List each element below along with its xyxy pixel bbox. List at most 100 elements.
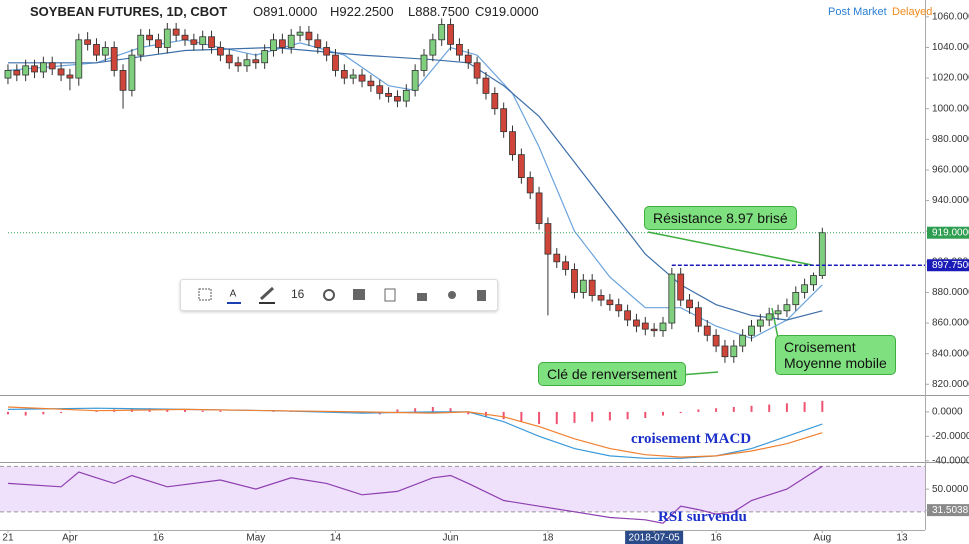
- candle-body: [438, 24, 446, 41]
- candle-body: [774, 310, 782, 315]
- candle-body: [456, 43, 463, 56]
- icon[interactable]: [323, 289, 335, 301]
- x-tick-label: 21: [2, 533, 14, 544]
- histogram-bar: [591, 411, 594, 422]
- candle-body: [553, 253, 561, 263]
- histogram-bar: [219, 410, 222, 412]
- candle-body: [686, 299, 693, 309]
- icon[interactable]: [259, 286, 275, 301]
- annotation: Clé de renversement: [538, 362, 686, 386]
- font-size[interactable]: 16: [291, 287, 305, 301]
- candle-body: [181, 34, 189, 41]
- candle-body: [217, 47, 224, 56]
- candle-body: [146, 34, 153, 41]
- histogram-bar: [768, 404, 771, 412]
- candle-body: [562, 261, 570, 270]
- y-tick-label: 1060.0000: [932, 11, 969, 22]
- candle-body: [270, 39, 277, 51]
- y-tick-label: 0.0000: [932, 407, 963, 418]
- pane: [4, 18, 925, 363]
- y-tick-label: 1000.0000: [932, 103, 969, 114]
- candle-body: [482, 77, 490, 94]
- histogram-bar: [626, 411, 629, 420]
- candle-body: [668, 273, 676, 324]
- ohlc-open: O891.0000: [253, 4, 318, 19]
- indicator-line: [8, 46, 823, 321]
- candle-body: [739, 334, 747, 347]
- price-label-bg: [927, 504, 969, 517]
- y-tick-label: 960.0000: [932, 165, 969, 176]
- candle-body: [464, 54, 472, 64]
- histogram-bar: [538, 411, 541, 425]
- candle-body: [199, 36, 207, 45]
- icon[interactable]: [353, 289, 365, 300]
- candle-body: [48, 62, 56, 70]
- histogram-bar: [520, 411, 523, 422]
- candle-body: [296, 31, 304, 36]
- y-tick-label: 860.0000: [932, 318, 969, 329]
- histogram-bar: [732, 407, 735, 412]
- x-tick-label: 18: [542, 533, 554, 544]
- y-tick-label: 880.0000: [932, 287, 969, 298]
- candle-body: [340, 70, 348, 79]
- candle-body: [730, 345, 738, 358]
- y-tick-label: 1020.0000: [932, 73, 969, 84]
- candle-body: [287, 34, 295, 48]
- candle-body: [75, 39, 83, 79]
- annotation-arrow: [679, 371, 719, 376]
- candle-body: [101, 47, 109, 56]
- candle-body: [110, 47, 118, 71]
- candle-body: [137, 34, 145, 56]
- candle-body: [526, 177, 534, 194]
- histogram-bar: [644, 411, 647, 418]
- candle-body: [694, 307, 702, 327]
- y-tick-label: 1040.0000: [932, 42, 969, 53]
- histogram-bar: [661, 411, 664, 416]
- candle-body: [243, 59, 251, 67]
- icon[interactable]: [384, 288, 396, 302]
- candle-body: [748, 325, 755, 336]
- histogram-bar: [414, 408, 417, 412]
- candle-body: [332, 54, 339, 71]
- candle-body: [633, 319, 640, 327]
- icon: [227, 302, 241, 304]
- x-tick-label: 2018-07-05: [629, 533, 681, 544]
- y-tick-label: 940.0000: [932, 195, 969, 206]
- histogram-bar: [573, 411, 576, 423]
- x-tick-label: May: [246, 533, 265, 544]
- crosshair-date-bg: [625, 531, 684, 544]
- histogram-bar: [449, 408, 452, 412]
- candle-body: [394, 96, 401, 102]
- icon[interactable]: A: [230, 289, 237, 300]
- pane: [6, 400, 824, 459]
- indicator-line: [7, 465, 823, 524]
- icon[interactable]: [477, 290, 486, 301]
- rsi-band: [0, 466, 925, 512]
- candle-body: [163, 28, 171, 48]
- y-tick-label: -20.0000: [932, 431, 969, 442]
- market-status: Post Market: [828, 6, 887, 18]
- icon[interactable]: [198, 288, 212, 301]
- indicator-line: [7, 406, 823, 458]
- histogram-bar: [60, 411, 63, 414]
- x-tick-label: 16: [153, 533, 165, 544]
- candle-body: [93, 43, 100, 56]
- price-label-bg: [927, 259, 969, 272]
- y-tick-label: 50.0000: [932, 484, 969, 495]
- candle-body: [13, 70, 21, 76]
- candle-body: [429, 39, 437, 56]
- icon[interactable]: [448, 291, 456, 299]
- histogram-bar: [679, 411, 682, 414]
- chart-title: SOYBEAN FUTURES, 1D, CBOT: [30, 4, 228, 19]
- candle-body: [411, 70, 419, 91]
- candle-body: [677, 273, 685, 301]
- candle-body: [305, 31, 313, 41]
- candle-body: [535, 192, 543, 224]
- candle-body: [172, 28, 180, 36]
- icon[interactable]: [417, 293, 427, 301]
- price-label: 919.0000: [932, 227, 969, 238]
- candle-body: [367, 80, 375, 87]
- annotation-arrow: [647, 231, 813, 266]
